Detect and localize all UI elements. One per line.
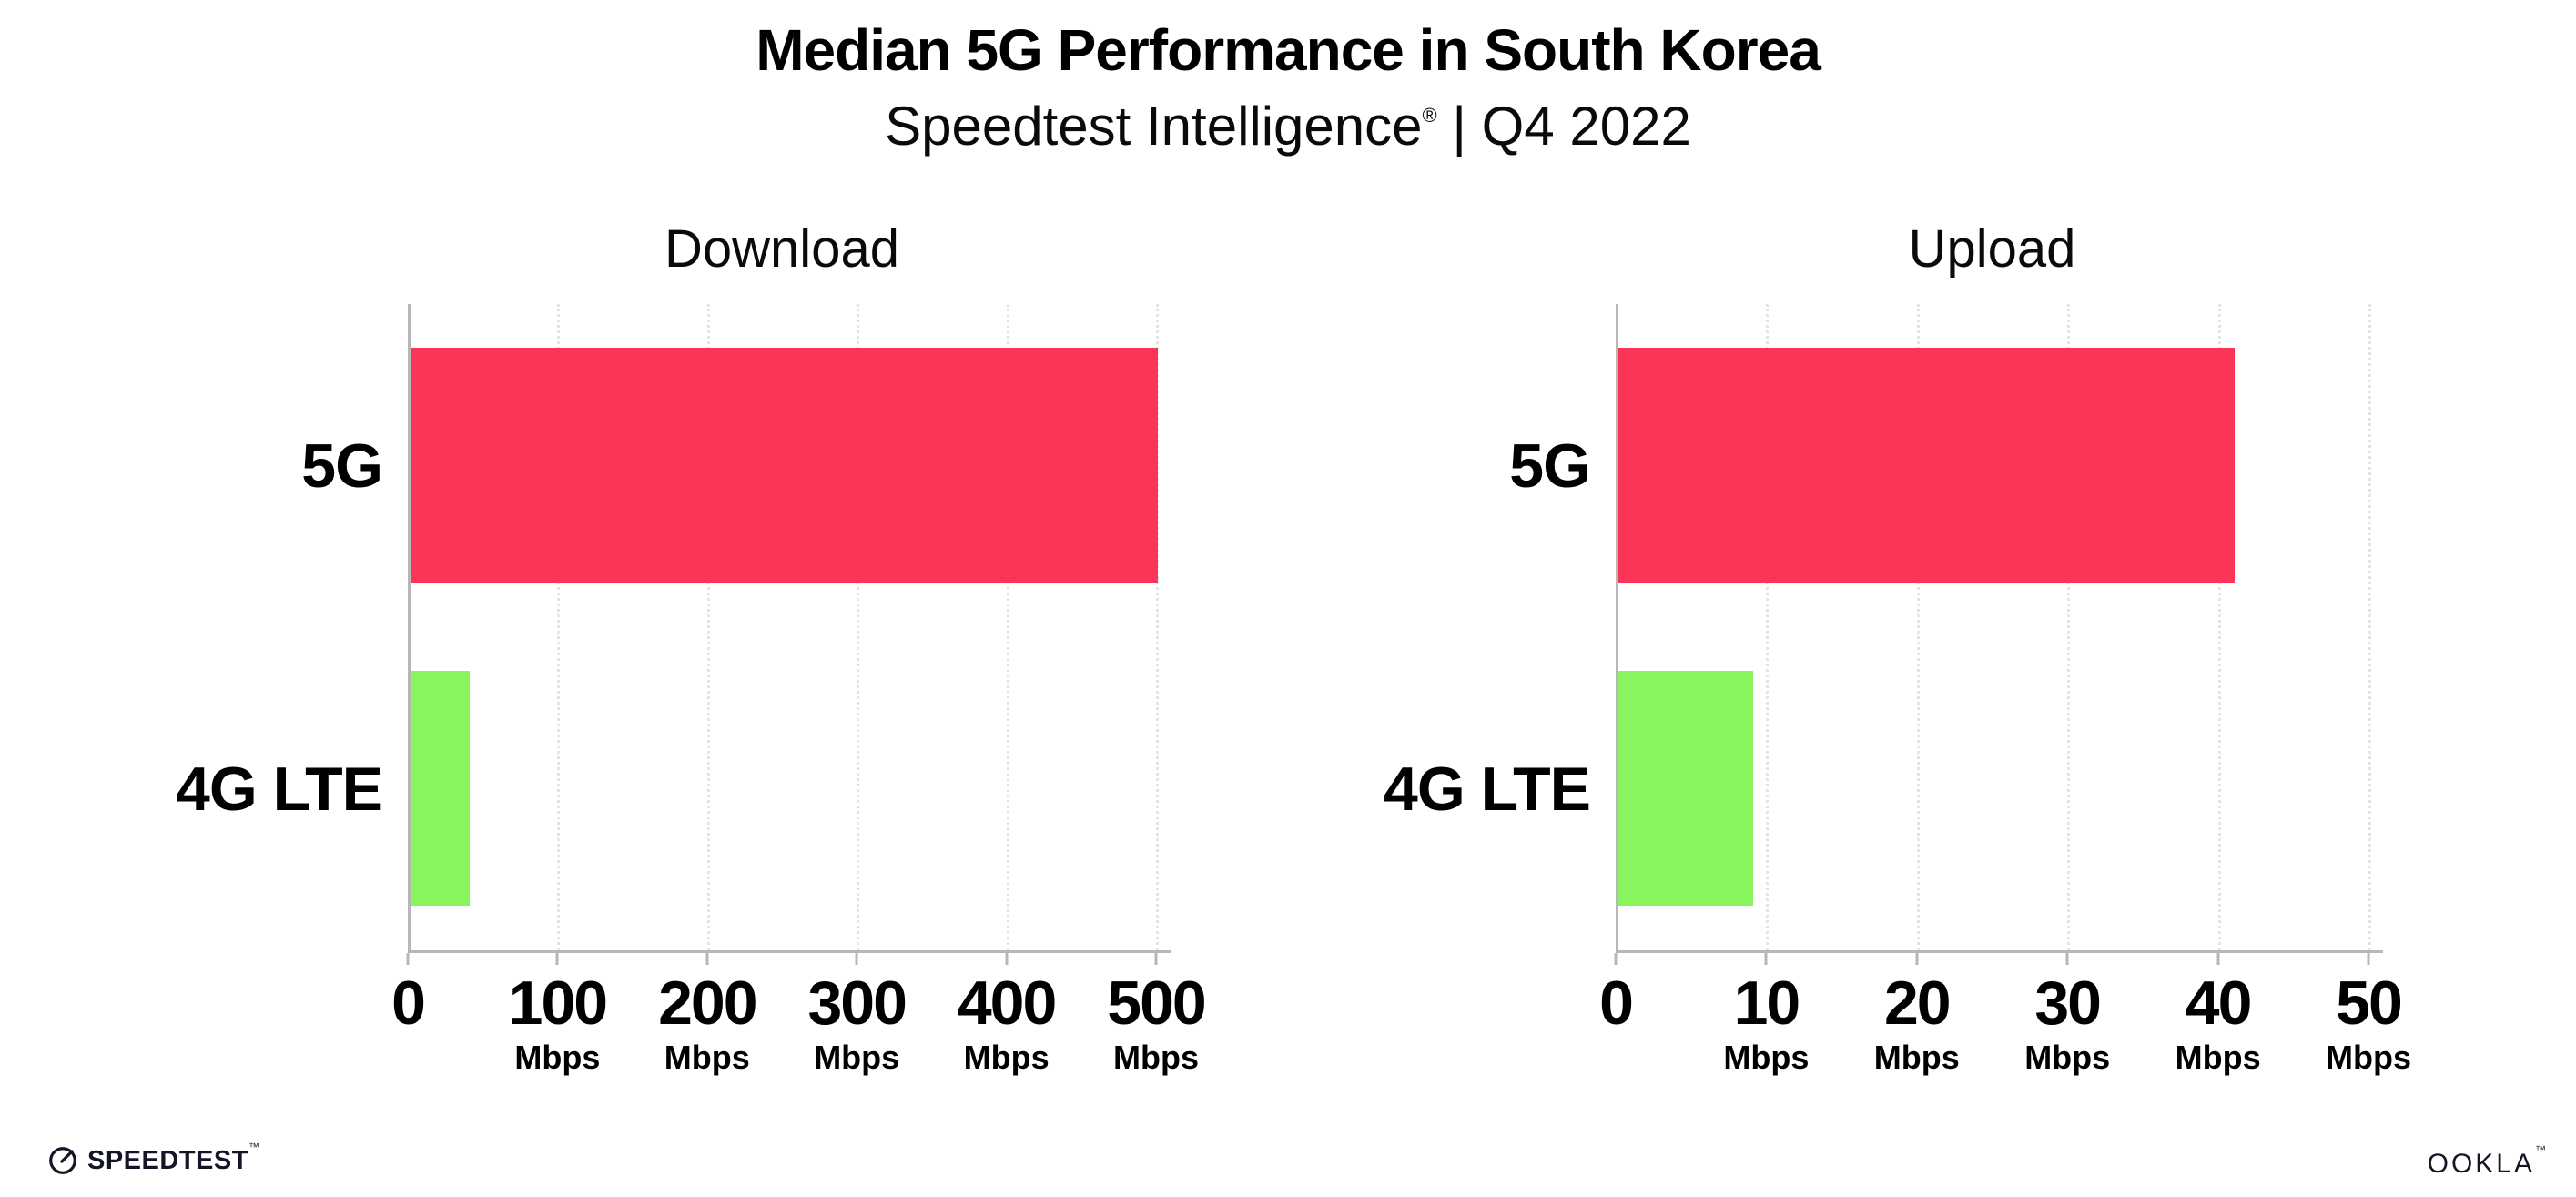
upload-gridlines xyxy=(1616,304,2371,950)
download-plot-area xyxy=(406,304,1171,965)
x-tick-mark xyxy=(1915,953,1919,965)
gridline xyxy=(1766,304,1770,950)
gridline xyxy=(1006,304,1009,950)
subtitle-brand: Speedtest Intelligence xyxy=(885,96,1423,157)
x-tick-mark xyxy=(555,953,559,965)
upload-y-axis-labels: 5G 4G LTE xyxy=(1208,304,1591,950)
x-tick-mark xyxy=(1005,953,1009,965)
x-tick-mark xyxy=(406,953,410,965)
bar-5g xyxy=(1618,348,2236,583)
download-x-axis-ticks: 0 100 Mbps 200 Mbps 300 Mbps 400 Mbps 500 Mbps xyxy=(391,969,1207,1100)
x-tick-mark xyxy=(705,953,709,965)
x-tick-value: 300 xyxy=(807,969,907,1038)
y-category-label: 4G LTE xyxy=(1384,754,1591,824)
ookla-logo: OOKLA™ xyxy=(2427,1143,2549,1180)
x-tick-label: 500 Mbps xyxy=(1107,969,1206,1077)
x-tick-value: 10 xyxy=(1733,969,1801,1038)
page-title: Median 5G Performance in South Korea xyxy=(756,17,1821,83)
download-gridlines xyxy=(408,304,1159,950)
x-tick-unit: Mbps xyxy=(1113,1039,1199,1076)
bar-5g xyxy=(410,348,1158,583)
x-tick-mark xyxy=(855,953,858,965)
x-tick-unit: Mbps xyxy=(1873,1039,1960,1076)
gridline xyxy=(1916,304,1920,950)
bar-4g-lte xyxy=(1618,671,1753,906)
speedtest-logo: SPEEDTEST™ xyxy=(47,1140,260,1176)
x-tick-label: 50 Mbps xyxy=(2326,972,2411,1077)
x-tick-unit: Mbps xyxy=(514,1039,601,1076)
x-tick-value: 40 xyxy=(2185,969,2253,1038)
upload-chart-title: Upload xyxy=(1908,219,2076,279)
speedtest-gauge-icon xyxy=(47,1145,78,1176)
gridline xyxy=(706,304,710,950)
x-tick-mark xyxy=(2065,953,2069,965)
bar-4g-lte xyxy=(410,671,470,906)
x-tick-value: 20 xyxy=(1883,969,1952,1038)
download-y-axis-line xyxy=(408,304,411,950)
gridline xyxy=(557,304,561,950)
ookla-trademark: ™ xyxy=(2535,1143,2549,1156)
speedtest-trademark: ™ xyxy=(248,1140,260,1153)
upload-bars xyxy=(1616,304,2368,950)
x-tick-value: 500 xyxy=(1107,969,1206,1038)
x-tick-value: 50 xyxy=(2336,969,2403,1038)
x-tick-mark xyxy=(2216,953,2220,965)
speedtest-wordmark: SPEEDTEST™ xyxy=(87,1140,260,1175)
download-y-axis-labels: 5G 4G LTE xyxy=(0,304,383,950)
x-tick-mark xyxy=(2367,953,2370,965)
x-tick-value: 30 xyxy=(2034,969,2102,1038)
upload-plot-area xyxy=(1614,304,2383,965)
x-tick-unit: Mbps xyxy=(814,1039,900,1076)
gridline xyxy=(857,304,860,950)
x-tick-unit: Mbps xyxy=(664,1039,750,1076)
x-tick-value: 100 xyxy=(508,969,608,1038)
x-tick-label: 100 Mbps xyxy=(508,969,608,1077)
download-chart-title: Download xyxy=(664,219,899,279)
gridline xyxy=(2067,304,2071,950)
y-category-label: 4G LTE xyxy=(176,754,383,824)
x-tick-value: 0 xyxy=(1599,969,1634,1038)
upload-x-axis-ticks: 0 10 Mbps 20 Mbps 30 Mbps 40 Mbps 50 Mbps xyxy=(1599,972,2411,1100)
upload-x-axis-line xyxy=(1616,950,2383,953)
y-category-label: 5G xyxy=(1509,431,1591,501)
subtitle-period: | Q4 2022 xyxy=(1436,96,1691,157)
x-tick-unit: Mbps xyxy=(2175,1039,2261,1076)
x-tick-unit: Mbps xyxy=(2326,1039,2411,1076)
x-tick-mark xyxy=(1614,953,1618,965)
x-tick-label: 300 Mbps xyxy=(807,969,907,1077)
x-tick-label: 0 xyxy=(391,969,426,1038)
download-x-axis-line xyxy=(408,950,1171,953)
x-tick-label: 400 Mbps xyxy=(957,969,1057,1077)
gridline xyxy=(2217,304,2221,950)
upload-y-axis-line xyxy=(1616,304,1618,950)
x-tick-unit: Mbps xyxy=(2024,1039,2111,1076)
x-tick-mark xyxy=(1154,953,1158,965)
page-subtitle: Speedtest Intelligence® | Q4 2022 xyxy=(0,95,2576,157)
x-tick-label: 200 Mbps xyxy=(658,969,757,1077)
x-tick-mark xyxy=(1764,953,1768,965)
x-tick-label: 0 xyxy=(1599,969,1634,1038)
gridline xyxy=(2368,304,2371,950)
x-tick-label: 10 Mbps xyxy=(1723,972,1809,1077)
download-bars xyxy=(408,304,1158,950)
y-category-label: 5G xyxy=(301,431,383,501)
x-tick-unit: Mbps xyxy=(963,1039,1050,1076)
x-tick-value: 200 xyxy=(658,969,757,1038)
x-tick-label: 30 Mbps xyxy=(2024,972,2110,1077)
x-tick-value: 400 xyxy=(957,969,1057,1038)
registered-mark: ® xyxy=(1422,104,1437,127)
x-tick-value: 0 xyxy=(391,969,426,1038)
x-tick-label: 20 Mbps xyxy=(1874,972,1960,1077)
ookla-wordmark: OOKLA xyxy=(2427,1149,2535,1179)
x-tick-label: 40 Mbps xyxy=(2175,972,2261,1077)
x-tick-unit: Mbps xyxy=(1723,1039,1810,1076)
gridline xyxy=(1156,304,1159,950)
